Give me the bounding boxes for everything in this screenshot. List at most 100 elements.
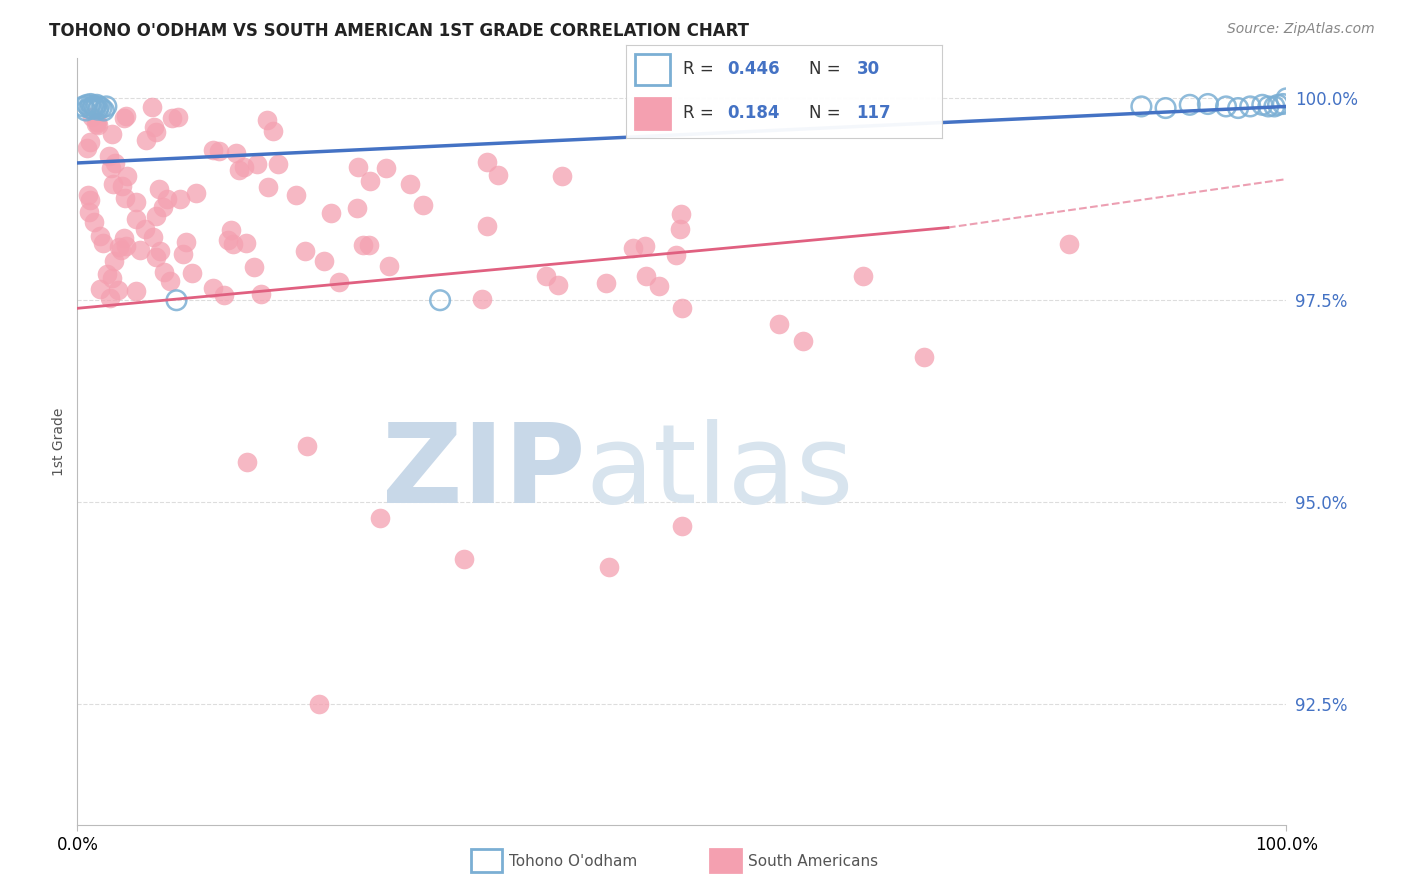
Point [648,278,671,293]
Point [112,231,135,245]
Point [671,519,693,533]
Point [103,177,125,191]
Point [328,275,350,289]
Point [125,211,148,226]
Point [72,99,94,113]
Point [621,240,644,254]
Bar [636,54,669,85]
Point [1057,236,1080,251]
Point [547,278,569,293]
Point [912,350,935,364]
Text: N =: N = [810,61,846,78]
Point [162,111,184,125]
Point [169,192,191,206]
Text: 0.184: 0.184 [727,104,779,122]
Point [368,511,391,525]
Point [76,141,98,155]
Text: N =: N = [810,104,846,122]
Point [82,98,104,112]
Point [76,98,98,112]
Point [145,125,167,139]
Point [100,161,122,175]
Point [98,291,121,305]
Point [1130,99,1153,113]
Point [219,223,242,237]
Point [153,265,176,279]
Point [115,169,138,184]
Point [1239,99,1261,113]
Point [103,254,125,268]
Point [180,266,202,280]
Point [90,101,112,115]
Point [233,160,256,174]
Point [93,103,115,118]
Point [87,118,110,132]
Point [225,146,247,161]
Point [115,238,138,252]
Point [294,244,316,259]
Point [79,101,101,115]
Point [114,191,136,205]
Point [352,238,374,252]
Point [86,98,108,112]
Point [87,103,110,117]
Point [1178,98,1201,112]
Point [135,133,157,147]
Point [359,238,381,252]
Point [634,239,657,253]
Point [212,288,235,302]
Point [167,111,190,125]
Point [222,236,245,251]
Point [1275,91,1298,105]
Point [107,283,129,297]
Point [75,103,97,118]
Point [347,160,370,174]
Point [110,243,132,257]
Point [262,124,284,138]
Point [125,284,148,298]
Point [79,135,101,149]
Point [77,205,100,219]
Point [202,143,225,157]
Point [360,174,382,188]
Point [453,551,475,566]
Point [598,559,620,574]
Point [378,260,401,274]
Point [374,161,396,175]
Point [129,244,152,258]
Text: TOHONO O'ODHAM VS SOUTH AMERICAN 1ST GRADE CORRELATION CHART: TOHONO O'ODHAM VS SOUTH AMERICAN 1ST GRA… [49,22,749,40]
Point [80,110,103,124]
Point [235,455,257,469]
Point [89,282,111,296]
Point [429,293,451,308]
Text: ZIP: ZIP [382,418,585,525]
Text: Source: ZipAtlas.com: Source: ZipAtlas.com [1227,22,1375,37]
Point [149,244,172,258]
Point [1154,101,1177,115]
Point [107,239,129,253]
Point [534,268,557,283]
Point [152,200,174,214]
Point [284,188,307,202]
Point [217,233,239,247]
Point [104,155,127,169]
Point [243,260,266,275]
Point [141,100,163,114]
Text: 30: 30 [856,61,880,78]
Point [79,97,101,112]
Point [246,157,269,171]
Point [256,113,278,128]
Point [100,271,122,285]
Point [125,195,148,210]
Text: R =: R = [683,61,718,78]
Point [84,117,107,131]
Point [792,334,814,348]
Point [84,101,107,115]
Point [79,194,101,208]
Point [595,276,617,290]
Text: R =: R = [683,104,718,122]
Point [166,293,188,308]
Point [134,222,156,236]
Point [83,99,105,113]
Point [412,198,434,212]
